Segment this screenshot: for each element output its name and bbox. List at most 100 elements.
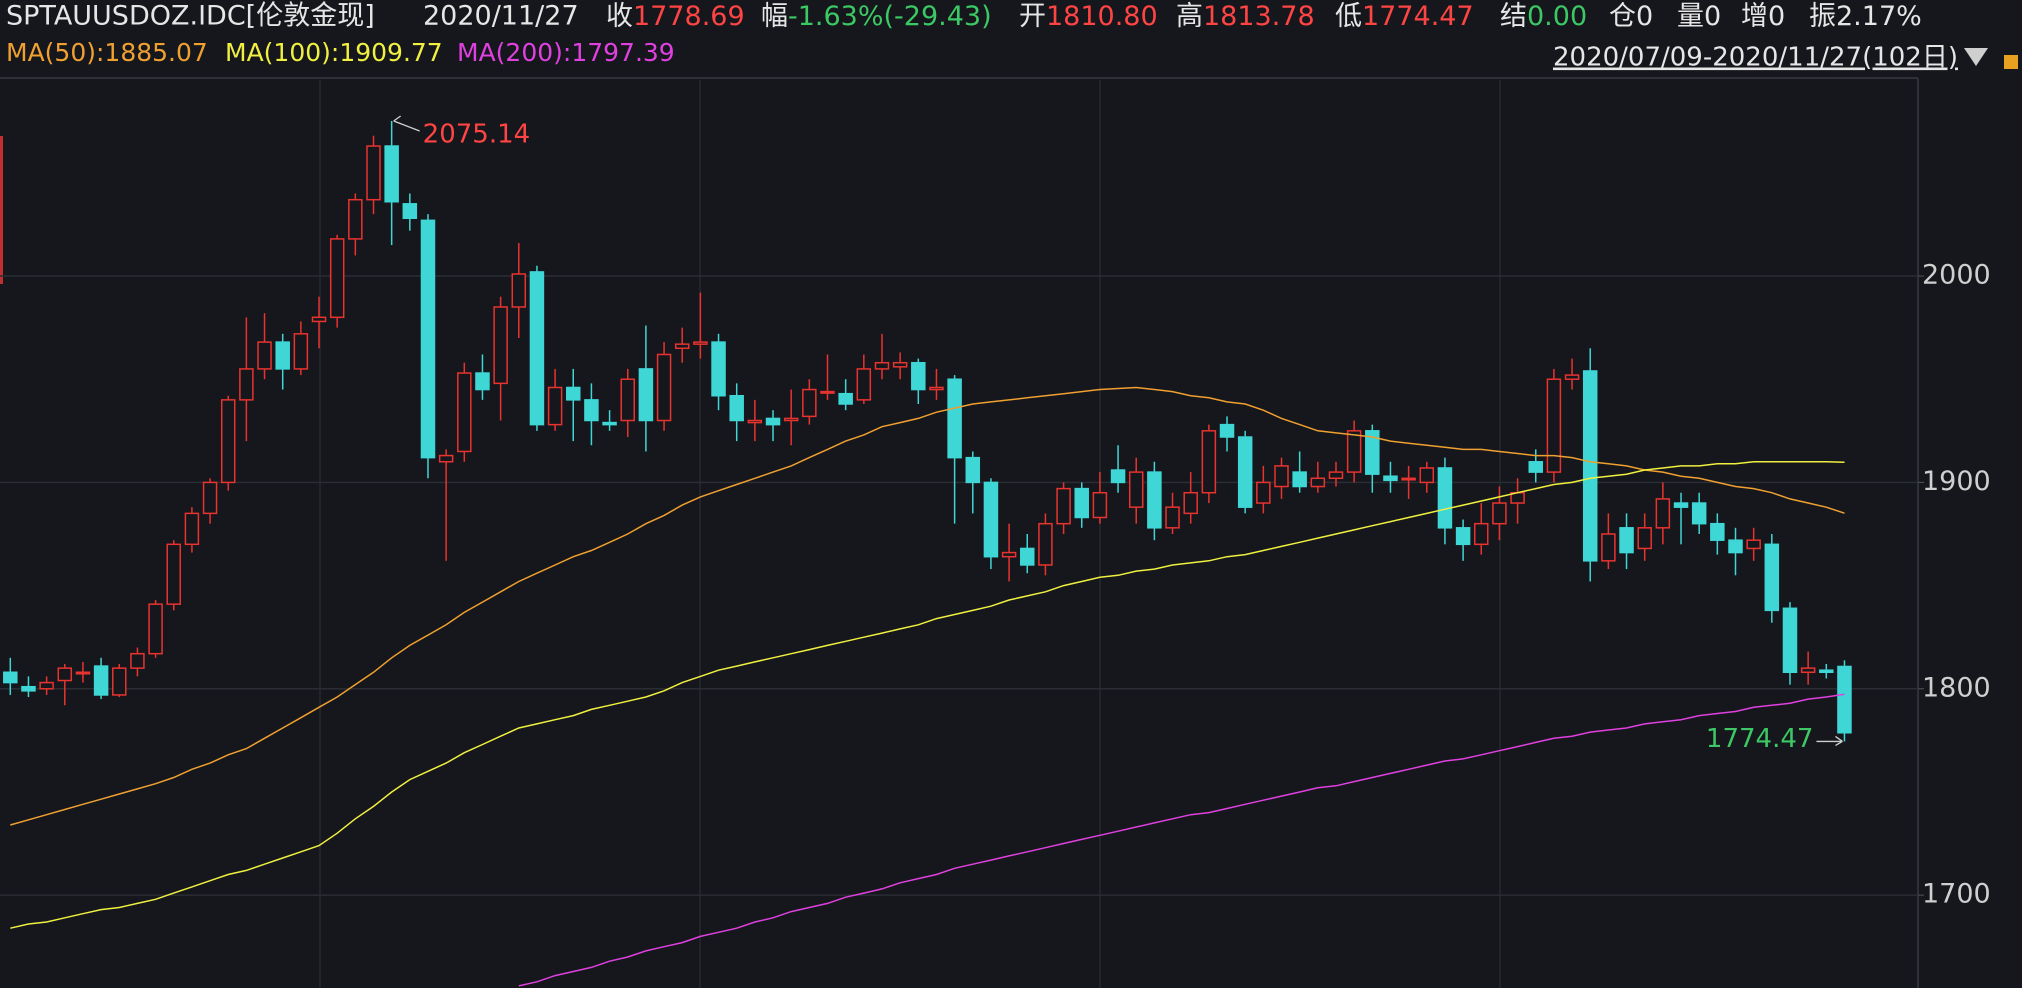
candle-body <box>1528 461 1543 473</box>
candle-body <box>1256 481 1271 504</box>
candle-body <box>566 386 581 401</box>
header-field: 开1810.80 <box>1019 1 1158 32</box>
y-tick-label: 1700 <box>1922 879 1991 910</box>
candle-body <box>529 271 545 426</box>
candle-body <box>457 372 472 453</box>
candle-body <box>1365 430 1380 475</box>
candle-body <box>693 341 708 345</box>
candle-body <box>130 652 145 669</box>
candle-body <box>39 681 54 690</box>
candle-body <box>1691 502 1707 525</box>
field-label: 收 <box>606 1 633 32</box>
candle-body <box>911 361 926 391</box>
field-label: 仓 <box>1609 1 1636 32</box>
header-field: 幅-1.63%(-29.43) <box>761 1 992 32</box>
candle-body <box>1837 665 1852 734</box>
candle-body <box>711 341 726 397</box>
ma-line <box>10 386 1845 826</box>
candle-body <box>420 219 436 459</box>
header-field: 增0 <box>1741 1 1785 32</box>
candle-body <box>638 368 654 422</box>
field-label: 结 <box>1500 1 1527 32</box>
candle-body <box>384 145 399 203</box>
candle-body <box>983 481 999 558</box>
candle-body <box>1110 469 1126 484</box>
candle-body <box>348 198 363 240</box>
candle-body <box>1800 667 1816 674</box>
candle-body <box>1474 522 1489 546</box>
candle-body <box>820 390 835 394</box>
candle-body <box>1455 527 1471 546</box>
candle-body <box>1346 430 1362 473</box>
candle-body <box>1237 436 1253 508</box>
field-label: 振 <box>1809 1 1836 32</box>
field-value: 1774.47 <box>1362 1 1474 32</box>
candle-body <box>511 273 527 308</box>
ma-line <box>518 693 1845 987</box>
annotation: 1774.47 <box>1706 724 1814 754</box>
field-label: 增 <box>1741 1 1768 32</box>
candle-body <box>239 368 254 401</box>
header-field: 量0 <box>1677 1 1721 32</box>
plot-area <box>0 120 1924 987</box>
candle-body <box>1001 551 1017 558</box>
candle-body <box>402 203 418 220</box>
candle-body <box>1419 467 1435 484</box>
candle-body <box>1437 467 1453 529</box>
header-field: 结0.00 <box>1500 1 1587 32</box>
y-tick-label: 2000 <box>1922 260 1991 291</box>
candle-body <box>1147 471 1162 529</box>
candle-body <box>1165 506 1180 529</box>
candle-body <box>656 353 672 422</box>
field-value: 1778.69 <box>633 1 745 32</box>
field-value: 0 <box>1704 1 1721 32</box>
date-range[interactable]: 2020/07/09-2020/11/27(102日) <box>1553 43 1958 73</box>
side-marker <box>0 136 3 284</box>
candle-body <box>75 671 91 675</box>
candle-body <box>547 386 563 426</box>
candle-body <box>874 361 890 370</box>
candle-body <box>1292 471 1307 488</box>
candle-body <box>3 671 18 684</box>
candle-body <box>783 417 799 422</box>
candle-body <box>1782 607 1798 674</box>
candle-body <box>1092 491 1108 519</box>
candle-body <box>1219 423 1235 438</box>
candle-body <box>475 372 490 391</box>
date: 2020/11/27 <box>423 1 579 32</box>
candle-body <box>202 481 218 515</box>
candle-body <box>1056 487 1071 525</box>
candle-body <box>729 394 744 422</box>
candle-body <box>257 341 272 370</box>
dropdown-arrow[interactable] <box>1964 48 1988 66</box>
candle-body <box>1183 491 1198 515</box>
y-tick-label: 1900 <box>1922 466 1991 497</box>
candle-body <box>584 399 599 422</box>
candle-body <box>275 341 290 370</box>
candle-body <box>1673 502 1689 508</box>
candle-body <box>747 419 763 424</box>
field-label: 开 <box>1019 1 1046 32</box>
annotation-arrow <box>393 115 420 132</box>
candle-body <box>965 456 981 484</box>
candle-body <box>856 368 872 401</box>
candle-body <box>1564 374 1580 380</box>
field-value: 0.00 <box>1527 1 1587 32</box>
annotation-arrow <box>1816 735 1843 747</box>
candle-body <box>93 665 109 696</box>
y-tick-label: 1800 <box>1922 672 1991 703</box>
candle-body <box>1546 378 1562 473</box>
candle-body <box>674 343 690 350</box>
legend-entry: MA(100):1909.77 <box>225 38 443 67</box>
candle-body <box>366 145 381 201</box>
field-label: 幅 <box>761 1 788 32</box>
field-value: 1813.78 <box>1203 1 1315 32</box>
header-field: 低1774.47 <box>1335 1 1474 32</box>
candle-body <box>1128 471 1144 508</box>
candle-body <box>1764 543 1780 612</box>
candle-body <box>765 417 781 426</box>
candle-body <box>184 512 200 546</box>
settings-icon[interactable] <box>2004 55 2018 69</box>
